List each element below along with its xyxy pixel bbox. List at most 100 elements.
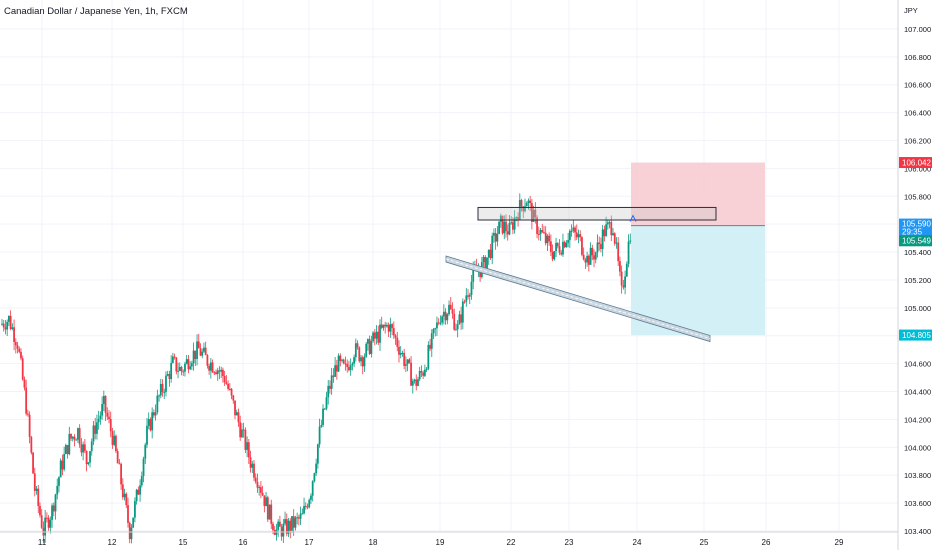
candle-body	[605, 224, 608, 237]
price-label: 103.600	[904, 499, 931, 508]
candle-body	[63, 453, 66, 470]
candle-body	[26, 413, 29, 415]
time-label: 29	[835, 538, 844, 547]
candle-body	[87, 462, 90, 465]
candle-body	[444, 311, 447, 321]
candle-body	[152, 412, 155, 416]
drawings[interactable]	[445, 206, 717, 343]
candle-body	[372, 332, 374, 342]
candle-body	[567, 240, 570, 243]
candle-body	[163, 391, 166, 393]
candle-body	[613, 233, 616, 244]
price-axis[interactable]: JPY 107.000 106.800 106.600 106.400 106.200 10…	[897, 0, 931, 550]
candle-body	[600, 244, 602, 249]
candle-body	[524, 206, 526, 212]
candle-body	[146, 425, 148, 445]
candle-body	[20, 351, 22, 359]
candle-body	[403, 352, 406, 366]
candle-body	[52, 505, 55, 512]
candle-body	[558, 246, 561, 253]
candle-body	[555, 242, 557, 252]
candle-body	[306, 506, 309, 508]
arrow-up-icon	[629, 214, 637, 222]
time-label: 23	[565, 538, 574, 547]
candle-body	[127, 505, 129, 523]
resistance-box[interactable]	[477, 206, 717, 221]
candle-body	[265, 497, 267, 507]
position-zones[interactable]	[631, 162, 765, 336]
price-label: 104.400	[904, 388, 931, 397]
stop-loss-zone[interactable]	[631, 162, 765, 226]
candle-body	[37, 488, 40, 507]
candle-body	[482, 256, 485, 263]
candle-body	[30, 436, 33, 453]
candle-body	[356, 343, 359, 348]
candle-body	[313, 473, 316, 482]
candle-body	[45, 517, 48, 519]
candle-body	[44, 517, 47, 536]
candle-body	[601, 229, 604, 249]
candle-body	[387, 324, 390, 332]
time-label: 12	[108, 538, 117, 547]
take-profit-zone[interactable]	[631, 225, 765, 336]
candle-body	[213, 372, 216, 374]
candle-body	[512, 222, 514, 230]
candle-body	[28, 414, 31, 437]
candle-body	[496, 233, 499, 242]
entry-tag-bg	[899, 218, 932, 237]
trend-channel-midline	[445, 258, 711, 339]
candle-body	[182, 371, 185, 373]
time-label: 16	[239, 538, 248, 547]
candle-body	[161, 383, 164, 392]
candle-body	[620, 271, 623, 286]
candle-body	[379, 324, 381, 343]
candle-body	[227, 383, 230, 389]
candle-body	[185, 359, 188, 364]
candle-body	[14, 342, 17, 346]
candle-body	[437, 322, 440, 324]
time-axis[interactable]: 11 12 15 16 17 18 19 22 23 24 25 26 29	[0, 531, 898, 547]
candle-body	[349, 365, 352, 371]
candle-body	[612, 233, 614, 236]
candle-body	[80, 444, 83, 453]
candle-body	[527, 200, 530, 204]
candle-body	[1, 323, 3, 325]
candle-body	[537, 233, 540, 235]
candle-body	[377, 331, 380, 343]
candle-body	[249, 457, 252, 468]
candle-body	[54, 494, 57, 512]
candle-body	[58, 477, 60, 486]
candle-body	[398, 346, 400, 355]
candle-body	[582, 254, 585, 260]
candle-body	[549, 241, 552, 252]
candle-body	[591, 247, 594, 256]
candle-body	[375, 331, 378, 339]
time-label: 24	[633, 538, 642, 547]
candle-body	[327, 385, 330, 398]
candle-body	[456, 324, 459, 330]
candle-body	[135, 489, 138, 502]
candle-body	[151, 412, 154, 431]
candle-body	[310, 495, 312, 500]
candle-body	[285, 519, 288, 534]
candle-body	[470, 281, 473, 295]
candle-body	[491, 235, 494, 259]
candle-body	[348, 367, 350, 371]
candle-body	[71, 436, 74, 439]
candle-body	[446, 314, 449, 321]
time-label: 19	[436, 538, 445, 547]
candle-body	[232, 395, 235, 401]
candle-body	[194, 350, 197, 359]
candle-body	[394, 335, 397, 338]
candle-body	[35, 488, 38, 491]
candle-body	[520, 200, 523, 207]
candle-body	[461, 301, 464, 323]
candle-body	[515, 217, 518, 219]
candle-body	[277, 521, 280, 530]
candle-body	[334, 365, 337, 377]
candle-body	[104, 395, 107, 413]
candle-body	[101, 404, 104, 416]
candle-body	[297, 517, 300, 519]
